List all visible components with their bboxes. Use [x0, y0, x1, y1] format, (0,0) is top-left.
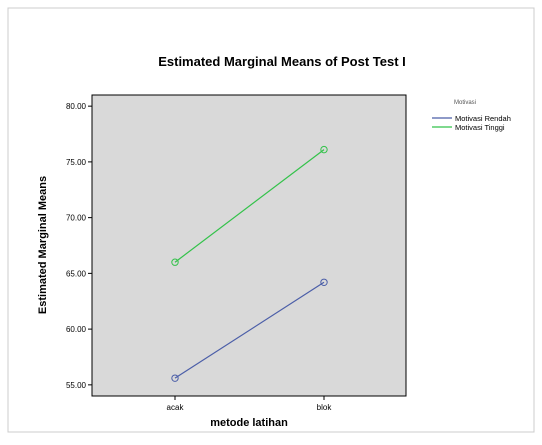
- y-axis: 55.00 60.00 65.00 70.00 75.00 80.00: [66, 95, 93, 396]
- x-axis-label: metode latihan: [210, 417, 288, 429]
- data-point: [320, 278, 328, 286]
- series-line-0: [174, 281, 325, 379]
- y-tick-label: 80.00: [66, 102, 87, 111]
- x-tick-label: acak: [167, 403, 185, 412]
- data-point: [171, 374, 179, 382]
- data-point: [171, 258, 179, 266]
- chart-title: Estimated Marginal Means of Post Test I: [158, 54, 406, 69]
- legend-title: Motivasi: [454, 100, 476, 106]
- plot-area: [91, 94, 407, 397]
- y-tick-label: 65.00: [66, 269, 87, 278]
- y-tick-label: 70.00: [66, 214, 87, 223]
- legend-entry: Motivasi Rendah: [455, 114, 511, 123]
- data-point: [320, 145, 328, 154]
- y-tick-label: 55.00: [66, 381, 87, 390]
- y-axis-label: Estimated Marginal Means: [37, 176, 49, 314]
- series-line-1: [174, 149, 325, 263]
- x-axis: acak blok: [92, 395, 406, 412]
- y-tick-label: 60.00: [66, 325, 87, 334]
- y-tick-label: 75.00: [66, 158, 87, 167]
- series-layer: [171, 145, 328, 382]
- legend-entry: Motivasi Tinggi: [455, 123, 505, 132]
- x-tick-label: blok: [317, 403, 333, 412]
